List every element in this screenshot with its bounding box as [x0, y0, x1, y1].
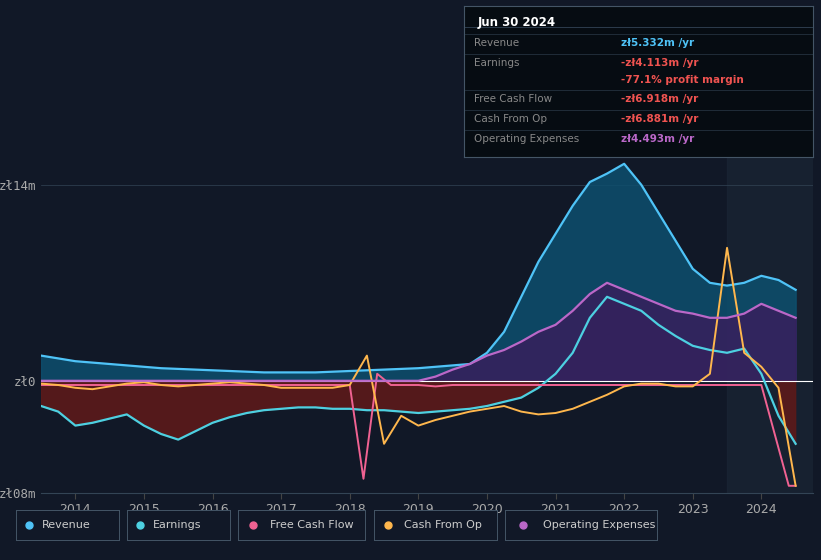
- Text: Revenue: Revenue: [42, 520, 91, 530]
- Text: Operating Expenses: Operating Expenses: [543, 520, 655, 530]
- Text: Free Cash Flow: Free Cash Flow: [270, 520, 354, 530]
- Text: Revenue: Revenue: [475, 39, 520, 48]
- Text: -77.1% profit margin: -77.1% profit margin: [621, 74, 744, 85]
- Text: Cash From Op: Cash From Op: [405, 520, 482, 530]
- Text: Earnings: Earnings: [153, 520, 201, 530]
- Text: Jun 30 2024: Jun 30 2024: [478, 16, 556, 29]
- Text: zł4.493m /yr: zł4.493m /yr: [621, 134, 694, 144]
- Text: -zł4.113m /yr: -zł4.113m /yr: [621, 58, 699, 68]
- Text: Operating Expenses: Operating Expenses: [475, 134, 580, 144]
- Bar: [727, 157, 813, 493]
- Text: zł5.332m /yr: zł5.332m /yr: [621, 39, 694, 48]
- Text: -zł6.881m /yr: -zł6.881m /yr: [621, 114, 698, 124]
- Text: Free Cash Flow: Free Cash Flow: [475, 94, 553, 104]
- Text: Cash From Op: Cash From Op: [475, 114, 548, 124]
- Text: Earnings: Earnings: [475, 58, 520, 68]
- Text: -zł6.918m /yr: -zł6.918m /yr: [621, 94, 698, 104]
